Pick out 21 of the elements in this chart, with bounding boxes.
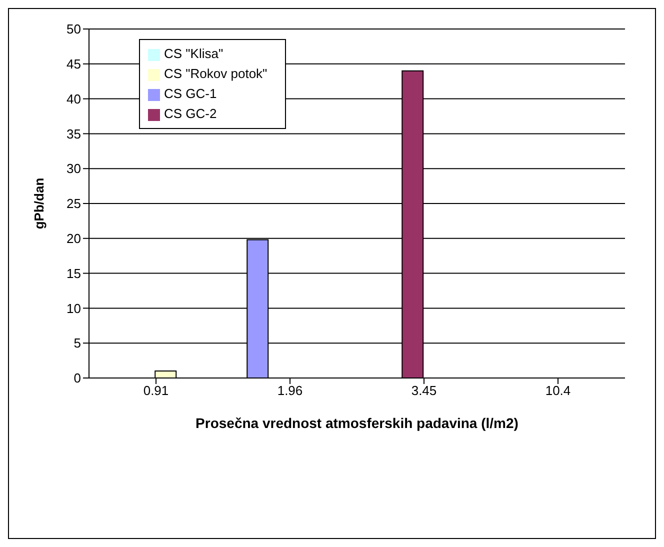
y-tick-label: 10	[66, 300, 81, 316]
y-tick-label: 40	[66, 91, 81, 106]
legend-label: CS GC-2	[164, 106, 217, 121]
y-tick-label: 20	[66, 231, 81, 246]
legend-label: CS GC-1	[164, 86, 217, 101]
x-tick-label: 10.4	[545, 383, 571, 398]
x-axis-title: Prosečna vrednost atmosferskih padavina (l/m2)	[196, 415, 518, 431]
y-tick-label: 35	[66, 126, 81, 142]
y-axis-title: gPb/dan	[32, 178, 47, 230]
y-tick-label: 15	[66, 266, 81, 281]
y-tick-label: 5	[74, 336, 81, 351]
legend-label: CS "Rokov potok"	[164, 66, 268, 81]
x-tick-label: 1.96	[277, 383, 303, 398]
y-tick-label: 30	[66, 161, 81, 176]
y-tick-label: 25	[66, 196, 81, 212]
y-tick-label: 0	[74, 370, 81, 386]
x-tick-label: 0.91	[143, 383, 169, 398]
y-tick-label: 50	[66, 22, 81, 37]
y-tick-label: 45	[66, 56, 81, 72]
legend-label: CS "Klisa"	[164, 46, 224, 61]
x-tick-label: 3.45	[411, 383, 437, 398]
